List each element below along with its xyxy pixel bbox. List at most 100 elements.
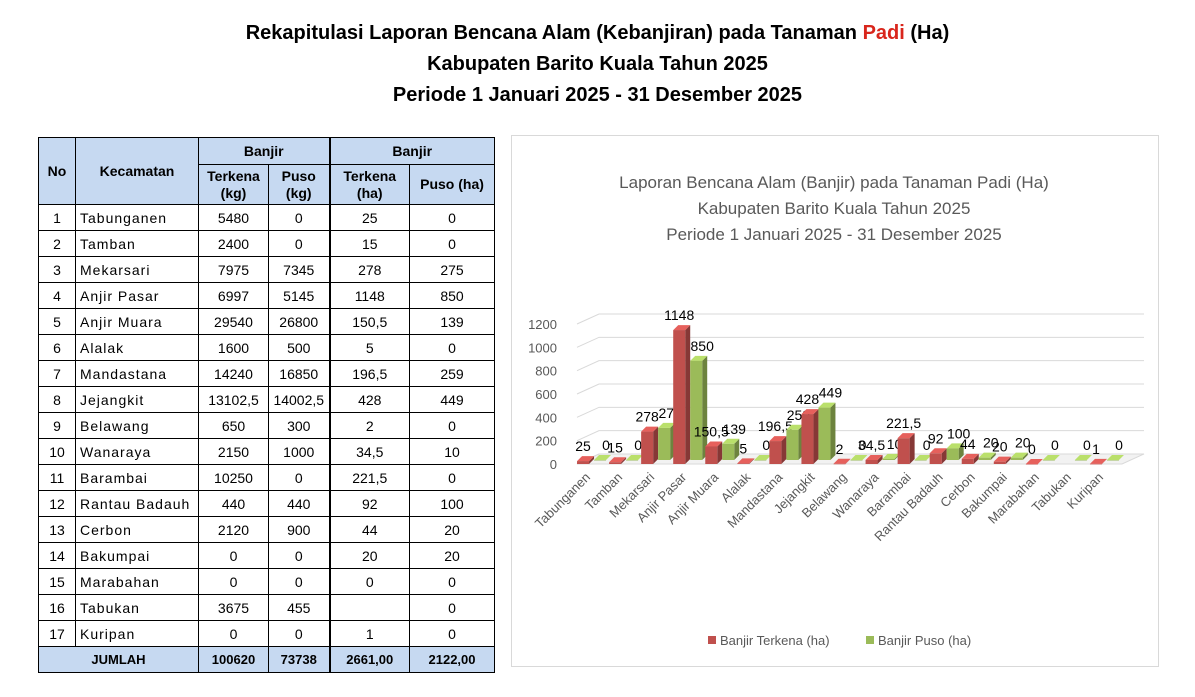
bar-puso <box>626 455 644 461</box>
row-kecamatan: Cerbon <box>75 516 199 543</box>
bar-terkena-side <box>941 448 947 464</box>
row-puso-ha: 0 <box>409 334 495 361</box>
table-row: 11 Barambai 10250 0 221,5 0 <box>38 464 495 491</box>
table-body: 1 Tabunganen 5480 0 25 0 2 Tamban 2400 0 15 0 3 Mekar… <box>38 204 495 647</box>
bar-terkena <box>833 458 851 465</box>
table-row: 7 Mandastana 14240 16850 196,5 259 <box>38 360 495 387</box>
row-kecamatan: Belawang <box>75 412 199 439</box>
bar-terkena-front <box>769 441 782 464</box>
bar-terkena-top <box>865 454 883 460</box>
bar-puso-side <box>990 452 996 460</box>
legend-swatch <box>708 636 716 644</box>
row-terkena-ha: 1 <box>328 620 410 647</box>
bar-puso <box>786 424 804 460</box>
bar-terkena-front <box>641 431 654 464</box>
table-row: 14 Bakumpai 0 0 20 20 <box>38 542 495 569</box>
bar-terkena-top <box>1025 459 1043 464</box>
bar-terkena-front <box>897 438 910 464</box>
data-label: 0 <box>859 437 867 453</box>
row-terkena-ha: 1148 <box>328 282 410 309</box>
gridline <box>576 336 1144 348</box>
bar-terkena-side <box>749 458 755 464</box>
bar-terkena-side <box>589 456 595 464</box>
row-puso-ha: 10 <box>409 438 495 465</box>
header-puso-kg: Puso (kg) <box>268 164 330 205</box>
bar-terkena <box>769 436 787 464</box>
data-label: 92 <box>928 430 944 446</box>
bar-puso-front <box>658 427 671 460</box>
y-tick-label: 0 <box>550 457 557 472</box>
row-kecamatan: Rantau Badauh <box>75 490 199 517</box>
bar-puso-front <box>786 429 799 460</box>
data-label: 139 <box>723 421 747 437</box>
bar-puso-top <box>1074 455 1092 460</box>
row-kecamatan: Tabunganen <box>75 204 199 231</box>
bar-terkena-top <box>801 409 819 415</box>
row-terkena-kg: 1600 <box>198 334 269 361</box>
table-row: 6 Alalak 1600 500 5 0 <box>38 334 495 361</box>
row-no: 1 <box>38 204 76 231</box>
chart-title-line-3: Periode 1 Januari 2025 - 31 Desember 202… <box>666 225 1002 244</box>
bar-puso <box>978 452 996 460</box>
data-label: 25 <box>575 438 591 454</box>
bar-puso-front <box>722 443 735 460</box>
bar-terkena-front <box>833 463 846 465</box>
table-row: 1 Tabunganen 5480 0 25 0 <box>38 204 495 231</box>
row-puso-kg: 0 <box>268 464 330 491</box>
row-terkena-ha: 15 <box>328 230 410 257</box>
bar-terkena-side <box>781 436 787 464</box>
bar-terkena-front <box>705 446 718 464</box>
row-no: 3 <box>38 256 76 283</box>
data-label: 1 <box>1092 441 1100 457</box>
data-label: 20 <box>992 439 1008 455</box>
bar-puso-side <box>958 443 964 460</box>
bar-puso <box>818 402 836 460</box>
bar-puso-side <box>734 438 740 460</box>
recap-table: No Kecamatan Banjir Banjir Terkena (kg) … <box>38 137 495 673</box>
bar-puso-top <box>690 355 708 361</box>
bar-puso-front <box>818 407 831 460</box>
row-puso-ha: 0 <box>409 464 495 491</box>
data-label: 0 <box>1028 441 1036 457</box>
row-terkena-kg: 2120 <box>198 516 269 543</box>
row-puso-kg: 1000 <box>268 438 330 465</box>
bar-puso <box>658 422 676 460</box>
data-label: 100 <box>947 425 971 441</box>
row-terkena-kg: 7975 <box>198 256 269 283</box>
row-kecamatan: Bakumpai <box>75 542 199 569</box>
row-kecamatan: Barambai <box>75 464 199 491</box>
row-terkena-kg: 13102,5 <box>198 386 269 413</box>
row-terkena-kg: 440 <box>198 490 269 517</box>
gridline <box>576 430 1144 442</box>
bar-terkena <box>1089 458 1107 465</box>
bar-terkena-side <box>685 325 691 464</box>
bar-terkena-side <box>973 453 979 464</box>
x-tick-label: Kuripan <box>1064 470 1106 512</box>
row-terkena-kg: 0 <box>198 620 269 647</box>
title-line-3: Periode 1 Januari 2025 - 31 Desember 202… <box>392 84 803 106</box>
data-label: 0 <box>634 437 642 453</box>
bar-puso-top <box>786 424 804 430</box>
row-kecamatan: Alalak <box>75 334 199 361</box>
row-no: 12 <box>38 490 76 517</box>
row-kecamatan: Kuripan <box>75 620 199 647</box>
bar-terkena-side <box>909 433 915 464</box>
bar-puso-top <box>882 453 900 459</box>
row-terkena-kg: 0 <box>198 568 269 595</box>
y-tick-label: 400 <box>535 410 557 425</box>
total-label: JUMLAH <box>38 646 199 673</box>
row-terkena-ha: 221,5 <box>328 464 410 491</box>
data-label: 0 <box>1083 437 1091 453</box>
row-puso-kg: 500 <box>268 334 330 361</box>
row-terkena-ha: 428 <box>328 386 410 413</box>
data-label: 428 <box>796 391 820 407</box>
row-puso-ha: 0 <box>409 230 495 257</box>
row-puso-ha: 0 <box>409 620 495 647</box>
bar-terkena <box>737 458 755 464</box>
row-no: 10 <box>38 438 76 465</box>
row-puso-kg: 0 <box>268 204 330 231</box>
bar-puso-front <box>594 460 607 461</box>
bar-puso <box>1010 452 1028 460</box>
row-no: 16 <box>38 594 76 621</box>
row-terkena-ha: 20 <box>328 542 410 569</box>
